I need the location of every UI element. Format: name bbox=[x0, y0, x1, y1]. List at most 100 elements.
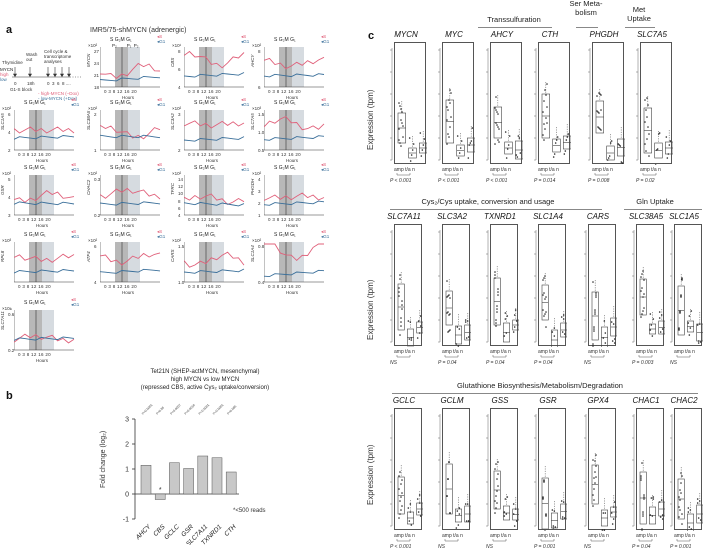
y-axis bbox=[636, 48, 639, 161]
x-axis-label: Hours bbox=[286, 158, 299, 163]
x-axis-label: Hours bbox=[286, 290, 299, 295]
gene-name: SLC7A11 bbox=[387, 212, 421, 221]
timeline-arrows bbox=[12, 67, 82, 78]
category-labels: amp t/a n bbox=[674, 349, 695, 355]
box-and-dots bbox=[595, 89, 626, 164]
gene-name: SLC3A2 bbox=[437, 212, 467, 221]
cell-cycle-phases: S G₂M G₁ bbox=[274, 100, 296, 106]
y-axis bbox=[584, 230, 587, 343]
p-value: NS bbox=[486, 544, 493, 550]
line-chart-slc38a5: ×10² SLC38A5 S G₂M G₁ ◂S ◂G1 0 3 8 12 16 … bbox=[86, 97, 172, 166]
y-tick: 3 bbox=[258, 189, 261, 194]
category-labels: amp t/a n bbox=[394, 349, 415, 355]
plot-frame bbox=[442, 408, 472, 530]
group-line-ser bbox=[576, 27, 598, 28]
gene-axis-label: TFRC bbox=[170, 183, 175, 195]
line-plot bbox=[100, 175, 161, 216]
x-axis-label: Hours bbox=[122, 290, 135, 295]
phase-legend: ◂S ◂G1 bbox=[71, 97, 80, 107]
y-tick: 6 bbox=[178, 205, 181, 211]
p-value: NS bbox=[438, 544, 445, 550]
low-label: low bbox=[0, 77, 7, 82]
x-ticks: 0 3 8 12 16 20 bbox=[18, 217, 51, 222]
comparison-bracket bbox=[492, 539, 507, 542]
line-plot bbox=[184, 175, 245, 216]
box-and-dots bbox=[493, 95, 524, 160]
box-plot-myc: MYC amp t/a n P < 0.001 bbox=[432, 30, 476, 184]
phase-legend: ◂S ◂G1 bbox=[157, 229, 166, 239]
x-ticks: 0 3 8 12 16 20 bbox=[18, 352, 51, 357]
category-labels: amp t/a n bbox=[538, 533, 559, 539]
sci-notation: ×10² bbox=[88, 171, 98, 176]
comparison-bracket bbox=[444, 173, 459, 176]
y-tick: 2 bbox=[258, 201, 261, 206]
y-tick: 8 bbox=[258, 49, 261, 54]
gene-axis-label: SLC7A5 bbox=[250, 113, 255, 130]
gene-axis-label: RPL8 bbox=[0, 250, 5, 262]
sci-notation: ×10² bbox=[88, 43, 98, 48]
gene-axis-label: SLC38A5 bbox=[86, 110, 91, 130]
svg-text:P<0.0001: P<0.0001 bbox=[212, 403, 225, 416]
y-axis bbox=[670, 230, 673, 343]
y-tick: 24 bbox=[94, 61, 100, 66]
line-plot bbox=[14, 175, 75, 216]
y-axis bbox=[390, 230, 393, 343]
y-tick: 2 bbox=[94, 112, 97, 117]
analyses-label: Cell cycle & transcriptome analyses bbox=[44, 49, 72, 65]
p-value: P = 0.008 bbox=[588, 178, 610, 184]
y-tick: 18 bbox=[94, 85, 100, 90]
y-axis bbox=[584, 414, 587, 527]
comparison-bracket bbox=[638, 355, 653, 358]
gene-name: GPX4 bbox=[587, 396, 609, 405]
category-labels: amp t/a n bbox=[442, 349, 463, 355]
gene-name: TXNRD1 bbox=[483, 212, 516, 221]
category-labels: amp t/a n bbox=[490, 533, 511, 539]
category-labels: amp t/a n bbox=[490, 349, 511, 355]
plot-frame bbox=[592, 42, 626, 164]
y-tick: 4 bbox=[258, 177, 261, 182]
y-tick: 4 bbox=[178, 213, 181, 218]
cell-cycle-phases: S G₂M G₁ bbox=[24, 300, 46, 306]
svg-text:P=0.86: P=0.86 bbox=[155, 406, 165, 416]
category-labels: amp t/a n bbox=[636, 349, 657, 355]
y-tick: 0.2 bbox=[8, 348, 15, 353]
legend-low-mycn: - low-MYCN (+Dox) bbox=[38, 96, 78, 101]
p-value: P = 0.02 bbox=[636, 178, 655, 184]
category-labels: amp t/a n bbox=[588, 533, 609, 539]
x-axis-label: Hours bbox=[206, 290, 219, 295]
box-and-dots bbox=[591, 453, 618, 531]
cell-cycle-phases: S G₂M G₁ bbox=[194, 37, 216, 43]
y-axis bbox=[670, 414, 673, 527]
panel-c-letter: c bbox=[368, 30, 375, 42]
cell-cycle-phases: S G₂M G₁ bbox=[194, 100, 216, 106]
box-plot-cars: CARS amp t/a n NS bbox=[578, 212, 618, 366]
x-ticks: 0 3 8 12 16 20 bbox=[188, 152, 221, 157]
gene-axis-label: SLC1A4 bbox=[250, 245, 255, 262]
phase-legend: ◂S ◂G1 bbox=[241, 229, 250, 239]
y-tick: 6 bbox=[8, 112, 11, 117]
box-plot-gpx4: GPX4 amp t/a n NS bbox=[578, 396, 618, 550]
x-axis-label: Hours bbox=[36, 223, 49, 228]
phase-legend: ◂S ◂G1 bbox=[71, 297, 80, 307]
sci-notation: ×10² bbox=[2, 106, 12, 111]
phase-legend: ◂S ◂G1 bbox=[321, 162, 330, 172]
x-ticks: 0 3 8 12 16 20 bbox=[104, 89, 137, 94]
p-value: P = 0.04 bbox=[486, 360, 505, 366]
comparison-bracket bbox=[590, 355, 605, 358]
x-axis-label: Hours bbox=[36, 290, 49, 295]
p-value: NS bbox=[390, 360, 397, 366]
box-plot-phgdh: PHGDH amp t/a n P = 0.008 bbox=[582, 30, 626, 184]
c-row3-y-label: Expression (tpm) bbox=[366, 444, 375, 505]
x-ticks: 0 3 8 12 16 20 bbox=[188, 284, 221, 289]
line-chart-slc3a2: ×10² SLC3A2 S G₂M G₁ ◂S ◂G1 0 3 8 12 16 2… bbox=[170, 97, 256, 166]
box-plot-slc1a4: SLC1A4 amp t/a n P = 0.04 bbox=[528, 212, 568, 366]
gene-axis-label: SLC7A11 bbox=[0, 311, 5, 330]
gene-name: CTH bbox=[541, 30, 559, 39]
box-and-dots bbox=[541, 82, 572, 158]
line-chart-slc1a5: ×10² SLC1A5 S G₂M G₁ ◂S ◂G1 0 3 8 12 16 2… bbox=[0, 97, 86, 166]
phase-legend: ◂S ◂G1 bbox=[71, 229, 80, 239]
box-plot-slc38a5: SLC38A5 amp t/a n P = 0.003 bbox=[626, 212, 666, 366]
sci-notation: ×10² bbox=[172, 238, 182, 243]
box-and-dots bbox=[397, 101, 428, 162]
y-tick: 4 bbox=[8, 195, 11, 200]
